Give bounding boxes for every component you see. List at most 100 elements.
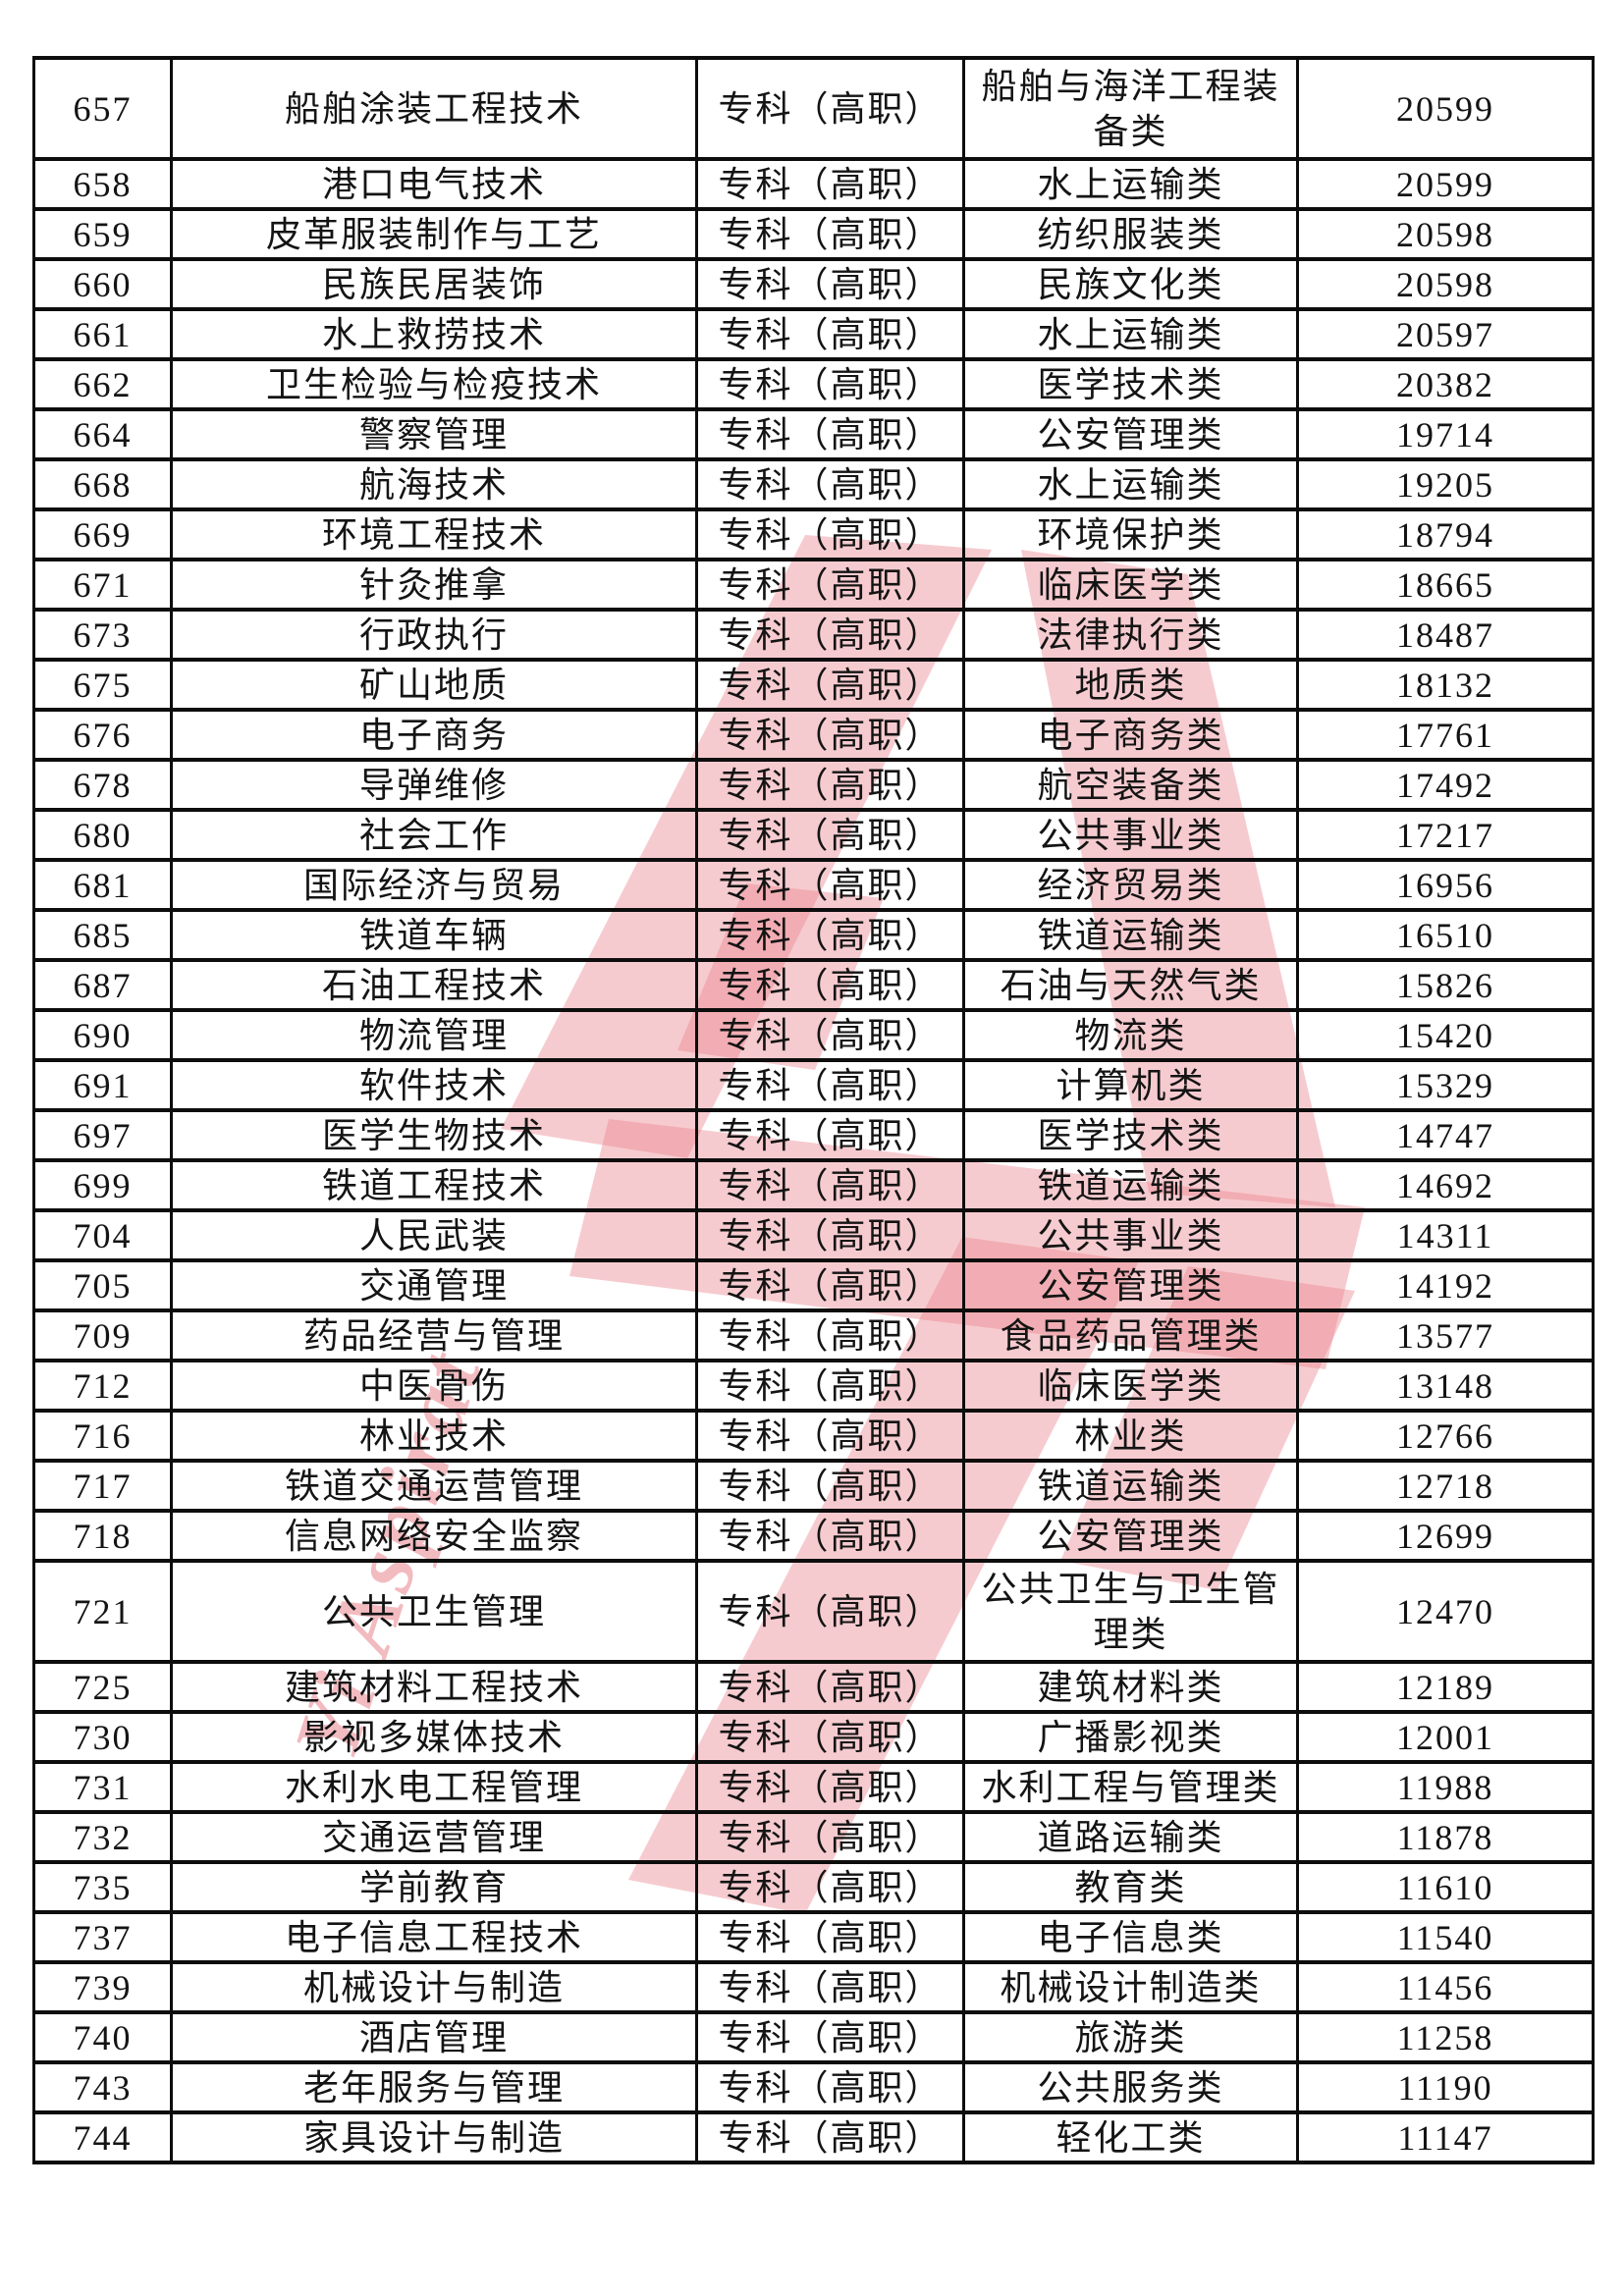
category-cell: 公共卫生与卫生管理类 xyxy=(962,1559,1299,1664)
major-name-cell: 航海技术 xyxy=(170,457,698,511)
level-cell: 专科（高职） xyxy=(695,1459,965,1513)
major-name-cell: 交通管理 xyxy=(170,1258,698,1312)
major-name-cell: 水上救捞技术 xyxy=(170,307,698,361)
table-row: 662 卫生检验与检疫技术 专科（高职） 医学技术类 20382 xyxy=(32,357,1595,411)
row-number-cell: 699 xyxy=(32,1158,173,1212)
category-cell: 石油与天然气类 xyxy=(962,958,1299,1012)
major-name-cell: 医学生物技术 xyxy=(170,1108,698,1162)
level-cell: 专科（高职） xyxy=(695,457,965,511)
major-name-cell: 老年服务与管理 xyxy=(170,2060,698,2114)
table-row: 697 医学生物技术 专科（高职） 医学技术类 14747 xyxy=(32,1108,1595,1162)
level-cell: 专科（高职） xyxy=(695,1258,965,1312)
category-cell: 机械设计制造类 xyxy=(962,1960,1299,2014)
category-cell: 航空装备类 xyxy=(962,758,1299,812)
value-cell: 20382 xyxy=(1296,357,1595,411)
table-row: 743 老年服务与管理 专科（高职） 公共服务类 11190 xyxy=(32,2060,1595,2114)
major-name-cell: 民族民居装饰 xyxy=(170,257,698,311)
row-number-cell: 712 xyxy=(32,1359,173,1413)
level-cell: 专科（高职） xyxy=(695,558,965,612)
table-row: 657 船舶涂装工程技术 专科（高职） 船舶与海洋工程装备类 20599 xyxy=(32,56,1595,161)
major-name-cell: 影视多媒体技术 xyxy=(170,1710,698,1764)
major-name-cell: 矿山地质 xyxy=(170,658,698,712)
value-cell: 11190 xyxy=(1296,2060,1595,2114)
major-name-cell: 皮革服装制作与工艺 xyxy=(170,207,698,261)
table-row: 712 中医骨伤 专科（高职） 临床医学类 13148 xyxy=(32,1359,1595,1413)
row-number-cell: 657 xyxy=(32,56,173,161)
level-cell: 专科（高职） xyxy=(695,2060,965,2114)
major-name-cell: 人民武装 xyxy=(170,1208,698,1262)
value-cell: 16956 xyxy=(1296,858,1595,912)
level-cell: 专科（高职） xyxy=(695,658,965,712)
value-cell: 20598 xyxy=(1296,257,1595,311)
major-name-cell: 信息网络安全监察 xyxy=(170,1509,698,1563)
value-cell: 17761 xyxy=(1296,708,1595,762)
level-cell: 专科（高职） xyxy=(695,1910,965,1964)
category-cell: 建筑材料类 xyxy=(962,1660,1299,1714)
value-cell: 11147 xyxy=(1296,2110,1595,2164)
major-name-cell: 国际经济与贸易 xyxy=(170,858,698,912)
row-number-cell: 659 xyxy=(32,207,173,261)
major-name-cell: 中医骨伤 xyxy=(170,1359,698,1413)
category-cell: 物流类 xyxy=(962,1008,1299,1062)
level-cell: 专科（高职） xyxy=(695,608,965,662)
row-number-cell: 717 xyxy=(32,1459,173,1513)
value-cell: 13148 xyxy=(1296,1359,1595,1413)
row-number-cell: 709 xyxy=(32,1308,173,1362)
level-cell: 专科（高职） xyxy=(695,1208,965,1262)
level-cell: 专科（高职） xyxy=(695,1509,965,1563)
category-cell: 教育类 xyxy=(962,1860,1299,1914)
row-number-cell: 718 xyxy=(32,1509,173,1563)
value-cell: 18487 xyxy=(1296,608,1595,662)
category-cell: 地质类 xyxy=(962,658,1299,712)
value-cell: 14311 xyxy=(1296,1208,1595,1262)
row-number-cell: 664 xyxy=(32,407,173,461)
value-cell: 16510 xyxy=(1296,908,1595,962)
table-row: 699 铁道工程技术 专科（高职） 铁道运输类 14692 xyxy=(32,1158,1595,1212)
row-number-cell: 658 xyxy=(32,157,173,211)
admissions-table: 657 船舶涂装工程技术 专科（高职） 船舶与海洋工程装备类 20599 658 港口电气技… xyxy=(32,56,1595,2164)
table-row: 676 电子商务 专科（高职） 电子商务类 17761 xyxy=(32,708,1595,762)
table-row: 691 软件技术 专科（高职） 计算机类 15329 xyxy=(32,1058,1595,1112)
row-number-cell: 737 xyxy=(32,1910,173,1964)
table-row: 704 人民武装 专科（高职） 公共事业类 14311 xyxy=(32,1208,1595,1262)
major-name-cell: 社会工作 xyxy=(170,808,698,862)
category-cell: 铁道运输类 xyxy=(962,1459,1299,1513)
level-cell: 专科（高职） xyxy=(695,157,965,211)
level-cell: 专科（高职） xyxy=(695,407,965,461)
value-cell: 15826 xyxy=(1296,958,1595,1012)
value-cell: 20599 xyxy=(1296,157,1595,211)
row-number-cell: 662 xyxy=(32,357,173,411)
level-cell: 专科（高职） xyxy=(695,1559,965,1664)
level-cell: 专科（高职） xyxy=(695,1158,965,1212)
value-cell: 12766 xyxy=(1296,1409,1595,1463)
row-number-cell: 735 xyxy=(32,1860,173,1914)
value-cell: 19205 xyxy=(1296,457,1595,511)
table-body: 657 船舶涂装工程技术 专科（高职） 船舶与海洋工程装备类 20599 658 港口电气技… xyxy=(32,56,1595,2164)
value-cell: 12699 xyxy=(1296,1509,1595,1563)
table-row: 731 水利水电工程管理 专科（高职） 水利工程与管理类 11988 xyxy=(32,1760,1595,1814)
level-cell: 专科（高职） xyxy=(695,257,965,311)
table-row: 730 影视多媒体技术 专科（高职） 广播影视类 12001 xyxy=(32,1710,1595,1764)
row-number-cell: 732 xyxy=(32,1810,173,1864)
row-number-cell: 725 xyxy=(32,1660,173,1714)
level-cell: 专科（高职） xyxy=(695,1660,965,1714)
table-row: 732 交通运营管理 专科（高职） 道路运输类 11878 xyxy=(32,1810,1595,1864)
table-row: 737 电子信息工程技术 专科（高职） 电子信息类 11540 xyxy=(32,1910,1595,1964)
row-number-cell: 697 xyxy=(32,1108,173,1162)
level-cell: 专科（高职） xyxy=(695,1108,965,1162)
major-name-cell: 电子信息工程技术 xyxy=(170,1910,698,1964)
category-cell: 临床医学类 xyxy=(962,1359,1299,1413)
level-cell: 专科（高职） xyxy=(695,1359,965,1413)
row-number-cell: 739 xyxy=(32,1960,173,2014)
level-cell: 专科（高职） xyxy=(695,958,965,1012)
category-cell: 广播影视类 xyxy=(962,1710,1299,1764)
row-number-cell: 691 xyxy=(32,1058,173,1112)
row-number-cell: 669 xyxy=(32,507,173,561)
level-cell: 专科（高职） xyxy=(695,357,965,411)
table-row: 721 公共卫生管理 专科（高职） 公共卫生与卫生管理类 12470 xyxy=(32,1559,1595,1664)
row-number-cell: 673 xyxy=(32,608,173,662)
value-cell: 18665 xyxy=(1296,558,1595,612)
level-cell: 专科（高职） xyxy=(695,1760,965,1814)
level-cell: 专科（高职） xyxy=(695,207,965,261)
